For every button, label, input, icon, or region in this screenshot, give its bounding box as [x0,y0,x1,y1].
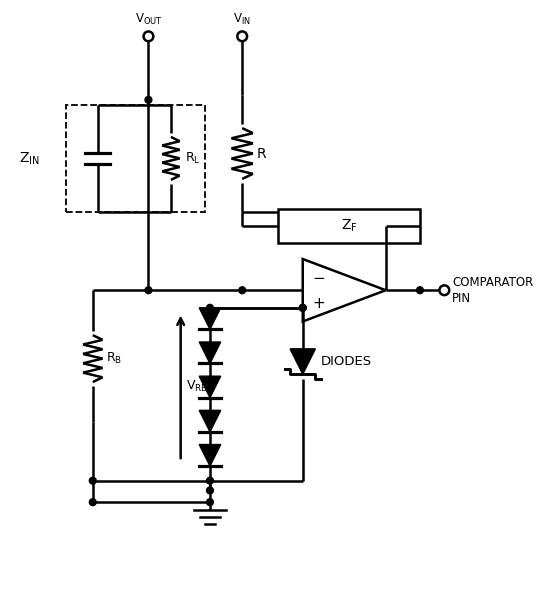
Circle shape [144,31,153,41]
Text: V$_{\rm OUT}$: V$_{\rm OUT}$ [135,11,162,26]
Circle shape [207,487,213,494]
Circle shape [145,287,152,293]
Circle shape [207,304,213,311]
Circle shape [299,304,306,311]
Circle shape [239,287,246,293]
Circle shape [237,31,247,41]
Circle shape [299,304,306,311]
Text: R$_{\rm B}$: R$_{\rm B}$ [107,351,123,366]
Text: V$_{\rm REF}$: V$_{\rm REF}$ [185,379,212,394]
Text: PIN: PIN [452,292,471,305]
Circle shape [89,477,96,484]
Circle shape [145,97,152,103]
Bar [67,104,205,212]
Text: +: + [312,296,325,311]
Polygon shape [199,308,221,329]
Bar [278,209,420,244]
Text: R: R [257,146,266,161]
Text: V$_{\rm IN}$: V$_{\rm IN}$ [233,11,251,26]
Text: R$_{\rm L}$: R$_{\rm L}$ [185,151,200,166]
Text: COMPARATOR: COMPARATOR [452,276,534,289]
Circle shape [89,499,96,506]
Polygon shape [199,376,221,398]
Circle shape [439,286,449,295]
Circle shape [207,499,213,506]
Polygon shape [199,410,221,432]
Polygon shape [199,445,221,466]
Polygon shape [290,349,316,374]
Text: −: − [312,271,325,286]
Circle shape [416,287,424,293]
Text: Z$_{\rm IN}$: Z$_{\rm IN}$ [19,150,40,167]
Text: Z$_{\rm F}$: Z$_{\rm F}$ [341,218,358,235]
Circle shape [207,477,213,484]
Text: DIODES: DIODES [320,355,371,368]
Polygon shape [199,342,221,364]
